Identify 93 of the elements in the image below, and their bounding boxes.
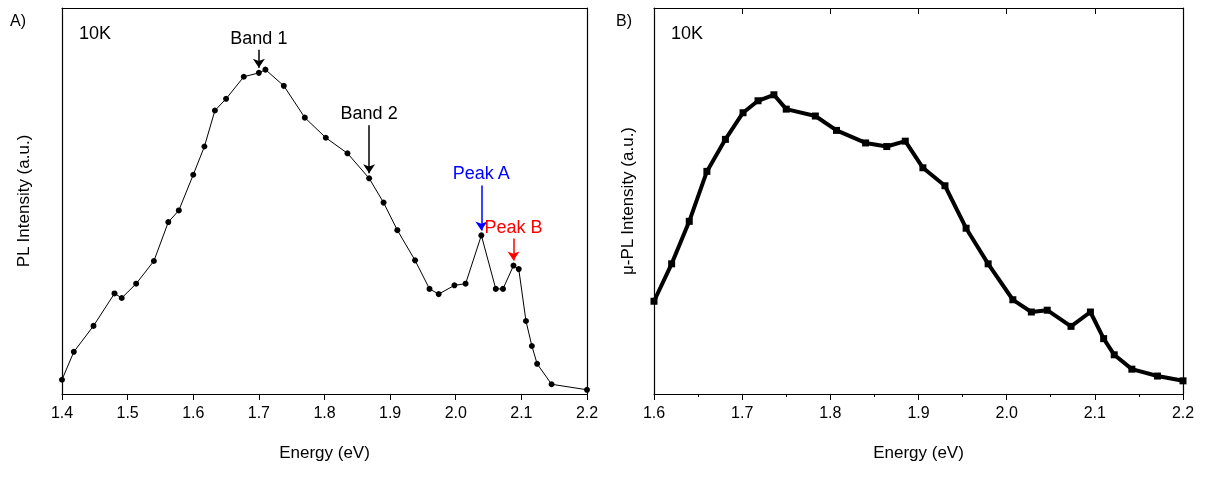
x-tick-label: 2.1: [1083, 403, 1107, 421]
point: [175, 207, 182, 214]
point: [90, 322, 97, 329]
point: [255, 69, 262, 76]
point: [435, 291, 442, 298]
x-tick-label: 1.8: [819, 403, 842, 421]
point: [984, 260, 992, 268]
point: [833, 126, 841, 134]
point: [412, 257, 419, 264]
point: [118, 294, 125, 301]
point: [1086, 308, 1094, 316]
x-tick-label: 1.6: [642, 403, 666, 421]
point: [1153, 372, 1161, 380]
point: [721, 135, 729, 143]
point: [394, 227, 401, 234]
text: B): [616, 11, 632, 29]
point: [133, 280, 140, 287]
point: [165, 219, 172, 226]
x-tick-label: 1.4: [50, 403, 74, 421]
point: [862, 139, 870, 147]
x-tick-label: 2.2: [575, 403, 599, 421]
x-tick-label: 1.9: [907, 403, 930, 421]
point: [1067, 322, 1075, 330]
point: [492, 285, 499, 292]
point: [1179, 377, 1187, 385]
point: [322, 134, 329, 141]
point: [883, 143, 891, 151]
x-tick-label: 1.6: [182, 403, 205, 421]
point: [478, 232, 485, 239]
point: [584, 386, 590, 393]
point: [462, 280, 469, 287]
point: [201, 143, 208, 150]
point: [500, 285, 506, 292]
point: [426, 285, 433, 292]
x-tick-label: 1.7: [247, 403, 271, 421]
x-tick-label: 2.1: [510, 403, 533, 421]
x-tick-label: 1.9: [379, 403, 402, 421]
point: [522, 318, 529, 325]
x-tick-label: 1.8: [313, 403, 336, 421]
point: [685, 217, 693, 225]
x-tick-label: 1.5: [116, 403, 139, 421]
point: [211, 107, 218, 114]
point: [528, 342, 535, 349]
x-tick-label: 2.0: [444, 403, 467, 421]
point: [1043, 306, 1051, 314]
point: [739, 109, 747, 117]
point: [515, 266, 522, 273]
point: [770, 91, 778, 99]
x-axis-title: Energy (eV): [279, 443, 370, 462]
point: [366, 175, 373, 182]
point: [534, 360, 541, 367]
text: 10K: [671, 23, 704, 43]
point: [919, 164, 927, 172]
point: [301, 114, 308, 121]
point: [1110, 351, 1118, 359]
point: [240, 73, 247, 80]
point: [451, 282, 458, 289]
point: [650, 297, 658, 305]
y-axis-title: μ-PL Intensity (a.u.): [618, 126, 637, 276]
text: A): [10, 11, 26, 29]
annotation: Peak A: [452, 163, 510, 184]
point: [380, 199, 387, 206]
text: 10K: [79, 23, 112, 43]
point: [941, 182, 949, 190]
annotation: Band 2: [340, 103, 398, 124]
point: [1100, 335, 1108, 343]
point: [548, 381, 555, 388]
annotation: Band 1: [230, 27, 288, 48]
y-axis-title: PL Intensity (a.u.): [14, 134, 33, 268]
point: [703, 167, 711, 175]
point: [262, 66, 269, 73]
point: [59, 376, 65, 383]
point: [223, 95, 230, 102]
point: [1128, 365, 1136, 373]
point: [811, 112, 819, 120]
x-tick-label: 2.0: [995, 403, 1018, 421]
point: [1009, 296, 1017, 304]
point: [70, 348, 77, 355]
point: [901, 137, 909, 145]
annotation: Peak B: [484, 216, 543, 237]
point: [190, 171, 197, 178]
x-tick-label: 1.7: [731, 403, 754, 421]
point: [782, 105, 790, 113]
point: [111, 290, 118, 297]
x-axis-title: Energy (eV): [873, 443, 964, 462]
x-tick-label: 2.2: [1171, 403, 1195, 421]
point: [668, 260, 676, 268]
point: [150, 258, 157, 265]
point: [754, 97, 762, 105]
point: [962, 224, 970, 232]
point: [1027, 308, 1035, 316]
point: [280, 82, 287, 89]
point: [510, 262, 517, 269]
